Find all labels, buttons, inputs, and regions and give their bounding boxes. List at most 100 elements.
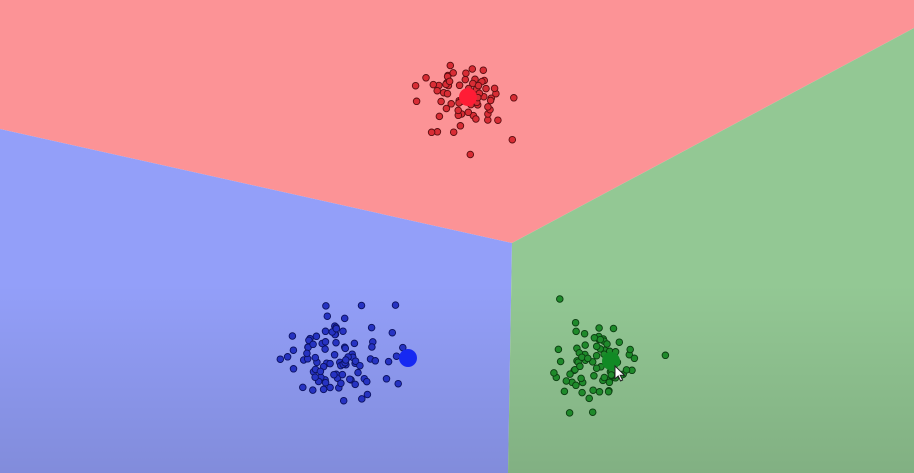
green-centroid[interactable] (602, 352, 620, 370)
blue-data-point (319, 385, 328, 394)
blue-data-point (339, 327, 347, 335)
data-points (276, 61, 670, 417)
red-data-point (422, 74, 430, 82)
blue-data-point (311, 353, 320, 362)
green-data-point (550, 369, 558, 377)
green-data-point (661, 351, 670, 360)
blue-data-point (351, 380, 359, 389)
blue-data-point (354, 368, 362, 377)
green-data-point (576, 362, 584, 371)
green-data-point (562, 377, 571, 385)
red-data-point (462, 69, 470, 77)
red-data-point (449, 128, 458, 136)
red-data-point (455, 81, 464, 90)
blue-data-point (311, 373, 319, 381)
red-data-point (494, 116, 502, 124)
blue-data-point (323, 312, 332, 320)
blue-data-point (289, 365, 298, 373)
green-data-point (577, 374, 585, 383)
red-data-point (445, 77, 454, 86)
red-data-point (508, 135, 517, 144)
blue-data-point (357, 301, 366, 310)
blue-data-point (346, 375, 354, 383)
blue-data-point (339, 396, 348, 405)
green-data-point (554, 345, 563, 354)
blue-data-point (384, 357, 393, 366)
blue-data-point (322, 302, 330, 310)
blue-data-point (321, 378, 330, 387)
red-data-point (427, 128, 436, 137)
red-data-point (443, 89, 452, 98)
blue-data-point (371, 357, 380, 365)
blue-data-point (341, 344, 350, 353)
red-data-point (442, 104, 451, 113)
blue-data-point (368, 343, 376, 351)
blue-data-point (321, 338, 330, 346)
red-data-point (433, 86, 441, 95)
blue-data-point (382, 375, 391, 383)
blue-data-point (338, 370, 347, 379)
blue-data-point (367, 323, 376, 332)
mouse-pointer-icon (614, 364, 626, 382)
green-data-point (592, 351, 601, 360)
blue-data-point (332, 338, 340, 347)
green-data-point (585, 394, 593, 403)
blue-data-point (289, 346, 298, 354)
red-data-point (437, 97, 445, 106)
blue-data-point (309, 340, 317, 349)
green-data-point (588, 408, 597, 416)
green-data-point (595, 388, 604, 396)
green-data-point (590, 372, 598, 380)
green-data-point (580, 329, 589, 338)
red-data-point (490, 84, 499, 93)
red-data-point (510, 94, 518, 102)
green-data-point (607, 371, 616, 379)
green-data-point (556, 357, 565, 366)
blue-data-point (330, 351, 339, 359)
green-data-point (565, 409, 574, 417)
blue-data-point (288, 332, 297, 340)
green-data-point (572, 381, 580, 390)
red-data-point (411, 81, 420, 90)
green-data-point (615, 338, 624, 346)
green-data-point (596, 335, 605, 344)
red-centroid[interactable] (459, 88, 477, 106)
red-data-point (466, 150, 475, 159)
blue-data-point (309, 386, 317, 394)
blue-data-point (358, 395, 366, 403)
green-data-point (592, 364, 601, 372)
blue-data-point (356, 361, 364, 370)
blue-data-point (340, 314, 349, 323)
green-data-point (622, 366, 631, 374)
green-data-point (556, 295, 564, 303)
centroids (399, 88, 620, 370)
red-data-point (435, 112, 444, 121)
blue-data-point (388, 328, 397, 337)
green-data-point (600, 373, 609, 382)
blue-data-point (391, 301, 400, 309)
blue-data-point (337, 379, 345, 388)
red-data-point (446, 61, 455, 70)
blue-centroid[interactable] (399, 349, 417, 367)
green-data-point (584, 354, 592, 363)
red-data-point (479, 66, 488, 74)
green-data-point (604, 387, 613, 396)
green-data-point (581, 341, 589, 349)
green-data-point (560, 387, 569, 396)
blue-data-point (330, 370, 338, 379)
green-data-point (578, 353, 586, 361)
green-data-point (566, 370, 574, 378)
blue-data-point (350, 339, 359, 348)
green-data-point (595, 324, 603, 332)
green-data-point (571, 318, 580, 327)
green-data-point (630, 354, 639, 363)
blue-data-point (363, 377, 371, 386)
red-data-point (486, 96, 495, 105)
blue-data-point (342, 356, 350, 364)
blue-data-point (351, 357, 360, 365)
green-data-point (589, 386, 597, 394)
red-data-point (474, 81, 483, 90)
blue-data-point (276, 355, 285, 363)
